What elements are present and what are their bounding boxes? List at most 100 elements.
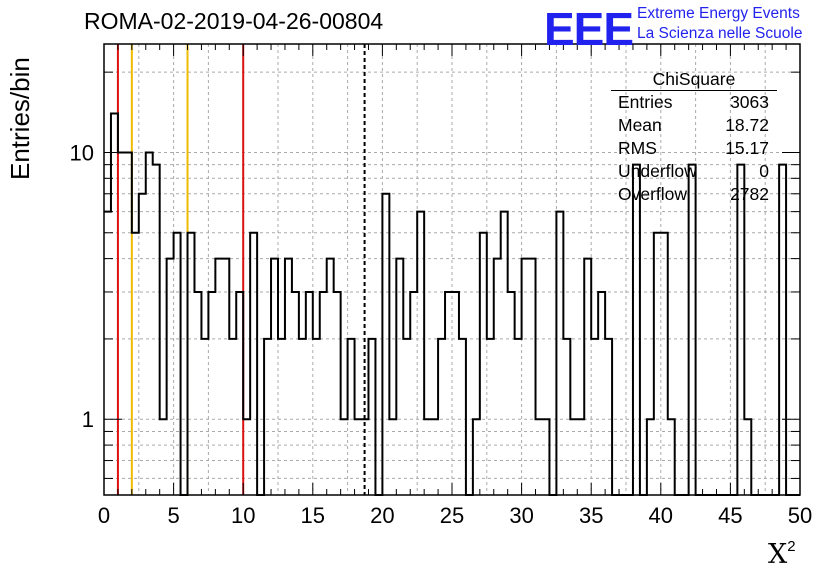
stats-key: Mean — [618, 115, 662, 135]
histogram-bin — [174, 233, 181, 495]
stats-title: ChiSquare — [611, 68, 777, 91]
histogram-bin — [160, 419, 167, 495]
histogram-bin — [647, 419, 654, 495]
stats-key: RMS — [618, 138, 657, 158]
x-tick-label: 20 — [370, 503, 394, 528]
histogram-bin — [194, 292, 201, 495]
histogram-bin — [146, 152, 153, 495]
histogram-bin — [243, 419, 250, 495]
x-axis-label-base: X — [768, 539, 788, 570]
histogram-bin — [459, 339, 466, 495]
histogram-bin — [188, 233, 195, 495]
x-axis-label: X2 — [768, 538, 796, 570]
logo-line-1: Extreme Energy Events — [637, 5, 800, 22]
histogram-bin — [598, 292, 605, 495]
histogram-bin — [208, 292, 215, 495]
y-axis-label: Entries/bin — [5, 57, 35, 180]
x-axis-label-sup: 2 — [787, 538, 796, 555]
histogram-bin — [744, 419, 751, 495]
histogram-bin — [264, 339, 271, 495]
stats-value: 15.17 — [725, 138, 769, 158]
x-tick-label: 30 — [509, 503, 533, 528]
histogram-bin — [431, 419, 438, 495]
histogram-bin — [563, 339, 570, 495]
histogram-bin — [577, 419, 584, 495]
histogram-bin — [473, 419, 480, 495]
histogram-bin — [542, 419, 549, 495]
histogram-bin — [417, 212, 424, 495]
y-tick-label: 1 — [82, 407, 94, 432]
y-tick-label: 10 — [70, 140, 94, 165]
histogram-bin — [501, 212, 508, 495]
histogram-bin — [139, 194, 146, 495]
histogram-bin — [480, 233, 487, 495]
histogram-bin — [278, 339, 285, 495]
histogram-bin — [222, 259, 229, 495]
x-tick-label: 25 — [440, 503, 464, 528]
histogram-series — [104, 112, 800, 496]
histogram-bin — [515, 339, 522, 495]
stats-key: Underflow — [618, 161, 697, 181]
x-tick-label: 40 — [649, 503, 673, 528]
histogram-bin — [445, 292, 452, 495]
histogram-bin — [396, 259, 403, 495]
stats-value: 2782 — [730, 184, 769, 204]
histogram-bin — [348, 339, 355, 495]
logo-line-2: La Scienza nelle Scuole — [637, 25, 803, 42]
histogram-bin — [229, 339, 236, 495]
x-tick-label: 50 — [788, 503, 812, 528]
histogram-bin — [605, 339, 612, 495]
histogram-bin — [118, 152, 125, 495]
histogram-bin — [389, 419, 396, 495]
x-tick-label: 45 — [718, 503, 742, 528]
histogram-bin — [661, 233, 668, 495]
histogram-bin — [556, 212, 563, 495]
histogram-bin — [111, 113, 118, 495]
stats-row-entries: Entries 3063 — [611, 91, 777, 114]
x-tick-label: 5 — [167, 503, 179, 528]
histogram-bin — [327, 259, 334, 495]
histogram-bin — [215, 259, 222, 495]
histogram-bin — [201, 339, 208, 495]
histogram-bin — [529, 259, 536, 495]
x-tick-label: 15 — [301, 503, 325, 528]
stats-value: 0 — [759, 161, 769, 181]
histogram-bin — [410, 292, 417, 495]
histogram-bin — [292, 292, 299, 495]
stats-row-rms: RMS 15.17 — [611, 137, 777, 160]
histogram-bin — [132, 233, 139, 495]
histogram-bin — [570, 419, 577, 495]
histogram-bin — [487, 339, 494, 495]
histogram-bin — [271, 259, 278, 495]
x-tick-label: 0 — [98, 503, 110, 528]
histogram-bin — [452, 292, 459, 495]
histogram-bin — [167, 259, 174, 495]
histogram-bin — [591, 339, 598, 495]
run-title: ROMA-02-2019-04-26-00804 — [84, 8, 384, 34]
stats-row-underflow: Underflow 0 — [611, 160, 777, 183]
stats-row-overflow: Overflow 2782 — [611, 183, 777, 206]
histogram-bin — [334, 292, 341, 495]
histogram-bin — [584, 259, 591, 495]
histogram-bin — [522, 259, 529, 495]
histogram-bin — [668, 419, 675, 495]
histogram-bin — [306, 292, 313, 495]
histogram-bin — [536, 419, 543, 495]
stats-row-mean: Mean 18.72 — [611, 114, 777, 137]
x-tick-label: 10 — [231, 503, 255, 528]
logo-mark: EEE — [544, 3, 634, 55]
x-tick-label: 35 — [579, 503, 603, 528]
stats-key: Entries — [618, 92, 673, 112]
histogram-bin — [355, 419, 362, 495]
histogram-bin — [299, 339, 306, 495]
histogram-bin — [320, 292, 327, 495]
histogram-bin — [438, 339, 445, 495]
histogram-bin — [104, 212, 111, 495]
histogram-bin — [403, 339, 410, 495]
histogram-bin — [250, 233, 257, 495]
histogram-bin — [368, 339, 375, 495]
histogram-bin — [508, 292, 515, 495]
histogram-bin — [285, 259, 292, 495]
histogram-bin — [382, 194, 389, 495]
